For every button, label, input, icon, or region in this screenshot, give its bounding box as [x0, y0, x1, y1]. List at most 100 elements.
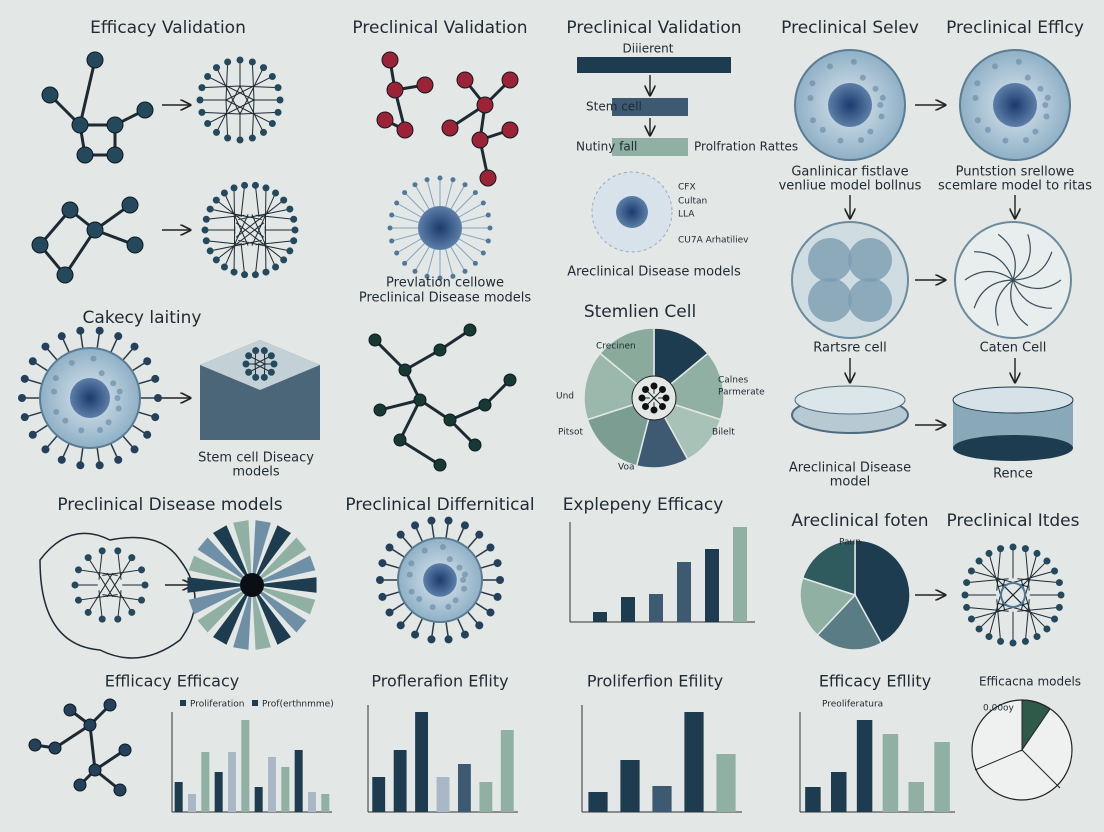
vesicle: [974, 80, 981, 87]
bond: [223, 214, 249, 268]
spike-tip: [396, 530, 405, 539]
title: Preclinical Validation: [352, 18, 527, 38]
spike-tip: [475, 530, 484, 539]
atom: [975, 625, 983, 633]
atom: [28, 738, 42, 752]
vesicle: [1002, 137, 1009, 144]
bond: [1017, 578, 1060, 584]
atom: [83, 718, 97, 732]
spike-tip: [378, 559, 387, 568]
spike-tip: [41, 445, 50, 454]
ray: [252, 585, 292, 645]
title: Cakecy laitiny: [83, 308, 202, 328]
bar: [649, 594, 663, 622]
ray: [252, 555, 316, 585]
atom: [206, 247, 214, 255]
vesicle: [859, 74, 866, 81]
vesicle: [461, 585, 468, 592]
bar: [500, 730, 514, 812]
spike-tip: [480, 250, 486, 256]
spike-tip: [424, 273, 430, 279]
spike-tip: [95, 326, 104, 335]
vesicle: [408, 588, 415, 595]
bar: [321, 794, 330, 812]
bar: [733, 527, 747, 622]
bar: [188, 794, 196, 812]
atom: [1033, 549, 1041, 557]
atom: [141, 581, 149, 589]
atom: [251, 181, 259, 189]
bar: [436, 777, 450, 812]
title: Stemlien Cell: [584, 302, 696, 322]
spike-tip: [76, 326, 85, 335]
atom: [963, 603, 971, 611]
pie-slice: [1021, 699, 1051, 752]
bond: [254, 242, 260, 275]
atom: [393, 433, 407, 447]
spike-tip: [130, 445, 139, 454]
spike-tip: [472, 190, 478, 196]
bond: [98, 550, 103, 580]
caption: Ganlinicar fistlave: [791, 165, 908, 180]
spike-tip: [41, 342, 50, 351]
cell-label: LLA: [678, 210, 695, 220]
spike-tip: [20, 374, 29, 383]
vesicle: [1015, 58, 1022, 65]
vesicle: [97, 426, 104, 433]
atom: [98, 615, 106, 623]
atom: [456, 71, 474, 89]
bond: [978, 560, 1026, 608]
bond: [996, 548, 1002, 591]
caption: Areclinical Disease models: [567, 265, 741, 280]
bar: [621, 597, 635, 622]
spike-tip: [394, 200, 400, 206]
sub-cell: [848, 238, 892, 282]
title: Explepeny Efficacy: [563, 495, 724, 515]
atom: [136, 101, 154, 119]
pie-slice: [801, 539, 856, 597]
vesicle: [1024, 74, 1031, 81]
legend-entry: Preoliferatura: [822, 700, 883, 710]
ray: [252, 537, 307, 585]
vesicle: [114, 395, 121, 401]
spike-tip: [411, 521, 420, 530]
bond: [254, 185, 260, 218]
bond: [87, 572, 114, 613]
atom: [997, 545, 1005, 553]
bar: [908, 782, 924, 812]
atom: [1021, 545, 1029, 553]
title: Preclinical Efflcy: [946, 18, 1084, 38]
pie-slice: [854, 539, 911, 645]
cell-label: Cultan: [678, 197, 707, 207]
bond: [966, 606, 1009, 612]
atom: [650, 406, 658, 414]
legend-swatch: [252, 700, 258, 706]
vesicle: [826, 63, 833, 70]
atom: [196, 96, 204, 104]
atom: [1051, 615, 1059, 623]
atom: [985, 633, 993, 641]
spike-tip: [411, 630, 420, 639]
atom: [248, 58, 256, 66]
spike-tip: [143, 430, 152, 439]
atom: [276, 96, 284, 104]
atom: [98, 547, 106, 555]
atom: [204, 72, 212, 80]
atom: [963, 579, 971, 587]
title: Preclinical Disease models: [57, 495, 282, 515]
spike-tip: [480, 200, 486, 206]
ray: [188, 585, 252, 615]
spike-tip: [486, 608, 495, 617]
atom: [471, 131, 489, 149]
bar: [254, 787, 263, 812]
atom: [241, 271, 249, 279]
atom: [84, 608, 92, 616]
vesicle: [867, 128, 874, 135]
vesicle: [460, 577, 467, 583]
bond: [239, 111, 279, 115]
spike-tip: [437, 275, 443, 281]
bond: [63, 229, 97, 276]
spike-tip: [394, 250, 400, 256]
atom: [1055, 579, 1063, 587]
spike-tip: [424, 177, 430, 183]
